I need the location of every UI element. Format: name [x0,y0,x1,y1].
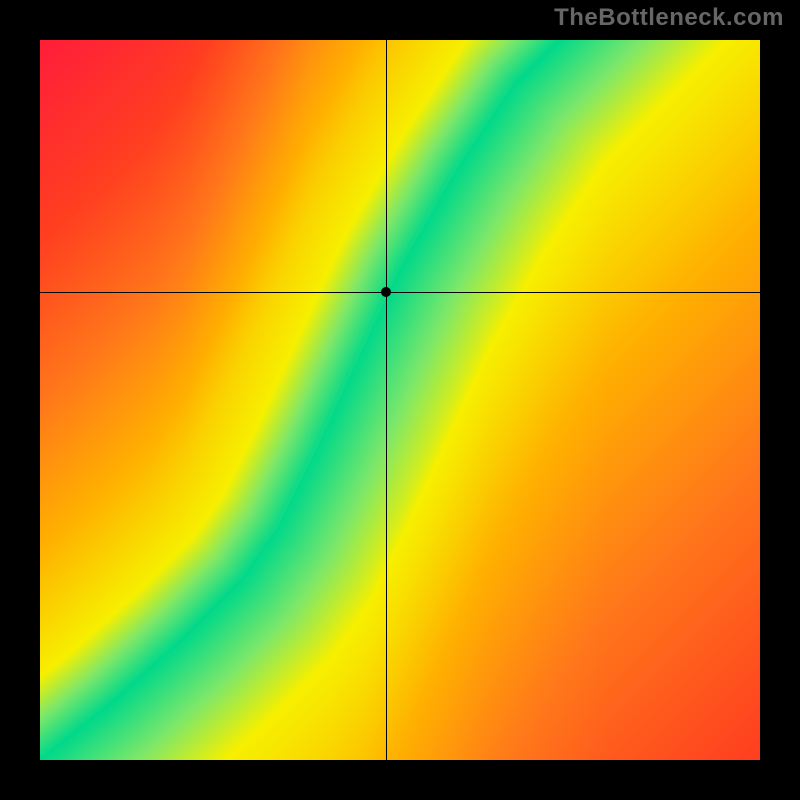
crosshair-marker [381,287,391,297]
chart-container: TheBottleneck.com [0,0,800,800]
plot-area [40,40,760,760]
heatmap-canvas [40,40,760,760]
watermark-text: TheBottleneck.com [554,4,784,32]
crosshair-horizontal [40,292,760,293]
crosshair-vertical [386,40,387,760]
